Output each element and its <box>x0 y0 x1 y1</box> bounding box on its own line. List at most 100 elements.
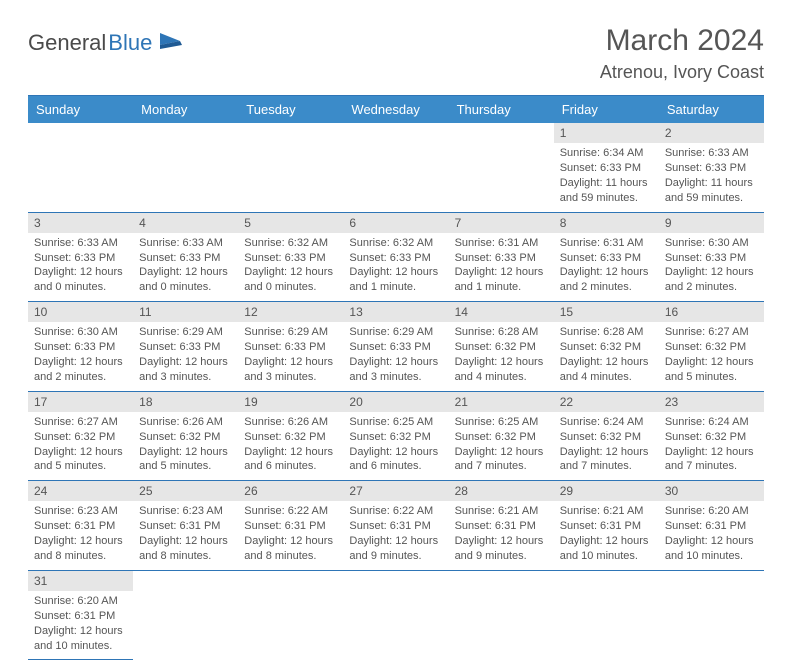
daylight-line: Daylight: 12 hours and 7 minutes. <box>560 445 653 475</box>
day-number: 16 <box>659 302 764 322</box>
sunset-line: Sunset: 6:32 PM <box>349 430 442 445</box>
sunset-line: Sunset: 6:32 PM <box>560 430 653 445</box>
sunset-line: Sunset: 6:31 PM <box>665 519 758 534</box>
day-number: 10 <box>28 302 133 322</box>
day-number: 30 <box>659 481 764 501</box>
day-number: 28 <box>449 481 554 501</box>
daylight-line: Daylight: 12 hours and 6 minutes. <box>244 445 337 475</box>
page-header: General Blue March 2024 Atrenou, Ivory C… <box>28 24 764 83</box>
empty-cell <box>28 123 133 213</box>
calendar-cell: 13Sunrise: 6:29 AMSunset: 6:33 PMDayligh… <box>343 302 448 392</box>
daylight-line: Daylight: 12 hours and 0 minutes. <box>139 265 232 295</box>
daylight-line: Daylight: 12 hours and 1 minute. <box>455 265 548 295</box>
calendar-cell: 31Sunrise: 6:20 AMSunset: 6:31 PMDayligh… <box>28 571 133 660</box>
calendar-cell: 15Sunrise: 6:28 AMSunset: 6:32 PMDayligh… <box>554 302 659 392</box>
logo-flag-icon <box>158 31 184 56</box>
daylight-line: Daylight: 12 hours and 5 minutes. <box>665 355 758 385</box>
logo-text-general: General <box>28 30 106 56</box>
sunset-line: Sunset: 6:32 PM <box>560 340 653 355</box>
day-number: 2 <box>659 123 764 143</box>
daylight-line: Daylight: 12 hours and 8 minutes. <box>244 534 337 564</box>
sunset-line: Sunset: 6:31 PM <box>34 519 127 534</box>
sunrise-line: Sunrise: 6:26 AM <box>244 415 337 430</box>
sunrise-line: Sunrise: 6:33 AM <box>665 146 758 161</box>
sunrise-line: Sunrise: 6:30 AM <box>34 325 127 340</box>
daylight-line: Daylight: 12 hours and 2 minutes. <box>665 265 758 295</box>
day-number: 26 <box>238 481 343 501</box>
daylight-line: Daylight: 12 hours and 4 minutes. <box>455 355 548 385</box>
sunrise-line: Sunrise: 6:29 AM <box>244 325 337 340</box>
day-number: 12 <box>238 302 343 322</box>
day-number: 4 <box>133 213 238 233</box>
empty-cell <box>449 123 554 213</box>
day-number: 24 <box>28 481 133 501</box>
sunset-line: Sunset: 6:33 PM <box>139 251 232 266</box>
calendar-cell: 22Sunrise: 6:24 AMSunset: 6:32 PMDayligh… <box>554 392 659 482</box>
day-number: 21 <box>449 392 554 412</box>
daylight-line: Daylight: 11 hours and 59 minutes. <box>560 176 653 206</box>
daylight-line: Daylight: 12 hours and 2 minutes. <box>560 265 653 295</box>
calendar-cell: 14Sunrise: 6:28 AMSunset: 6:32 PMDayligh… <box>449 302 554 392</box>
day-header: Monday <box>133 96 238 123</box>
calendar-cell: 5Sunrise: 6:32 AMSunset: 6:33 PMDaylight… <box>238 213 343 303</box>
daylight-line: Daylight: 12 hours and 10 minutes. <box>560 534 653 564</box>
calendar-cell: 11Sunrise: 6:29 AMSunset: 6:33 PMDayligh… <box>133 302 238 392</box>
daylight-line: Daylight: 12 hours and 3 minutes. <box>139 355 232 385</box>
sunset-line: Sunset: 6:32 PM <box>139 430 232 445</box>
day-header: Friday <box>554 96 659 123</box>
sunrise-line: Sunrise: 6:27 AM <box>34 415 127 430</box>
sunrise-line: Sunrise: 6:31 AM <box>455 236 548 251</box>
day-header: Wednesday <box>343 96 448 123</box>
calendar-cell: 16Sunrise: 6:27 AMSunset: 6:32 PMDayligh… <box>659 302 764 392</box>
calendar-cell: 9Sunrise: 6:30 AMSunset: 6:33 PMDaylight… <box>659 213 764 303</box>
sunrise-line: Sunrise: 6:23 AM <box>139 504 232 519</box>
calendar-cell: 21Sunrise: 6:25 AMSunset: 6:32 PMDayligh… <box>449 392 554 482</box>
logo: General Blue <box>28 30 184 56</box>
calendar-cell: 24Sunrise: 6:23 AMSunset: 6:31 PMDayligh… <box>28 481 133 571</box>
day-number: 14 <box>449 302 554 322</box>
sunset-line: Sunset: 6:31 PM <box>349 519 442 534</box>
sunrise-line: Sunrise: 6:23 AM <box>34 504 127 519</box>
calendar-cell: 17Sunrise: 6:27 AMSunset: 6:32 PMDayligh… <box>28 392 133 482</box>
calendar-cell: 10Sunrise: 6:30 AMSunset: 6:33 PMDayligh… <box>28 302 133 392</box>
sunrise-line: Sunrise: 6:34 AM <box>560 146 653 161</box>
location-label: Atrenou, Ivory Coast <box>600 62 764 83</box>
sunset-line: Sunset: 6:31 PM <box>455 519 548 534</box>
calendar-cell: 30Sunrise: 6:20 AMSunset: 6:31 PMDayligh… <box>659 481 764 571</box>
day-number: 15 <box>554 302 659 322</box>
calendar-cell: 7 Sunrise: 6:31 AMSunset: 6:33 PMDaylight… <box>449 213 554 303</box>
daylight-line: Daylight: 12 hours and 5 minutes. <box>139 445 232 475</box>
daylight-line: Daylight: 12 hours and 10 minutes. <box>34 624 127 654</box>
sunset-line: Sunset: 6:33 PM <box>665 161 758 176</box>
sunset-line: Sunset: 6:33 PM <box>34 340 127 355</box>
calendar-cell: 27Sunrise: 6:22 AMSunset: 6:31 PMDayligh… <box>343 481 448 571</box>
sunrise-line: Sunrise: 6:33 AM <box>139 236 232 251</box>
calendar-cell: 3Sunrise: 6:33 AMSunset: 6:33 PMDaylight… <box>28 213 133 303</box>
sunrise-line: Sunrise: 6:33 AM <box>34 236 127 251</box>
sunrise-line: Sunrise: 6:29 AM <box>349 325 442 340</box>
sunrise-line: Sunrise: 6:21 AM <box>560 504 653 519</box>
daylight-line: Daylight: 12 hours and 10 minutes. <box>665 534 758 564</box>
sunset-line: Sunset: 6:33 PM <box>244 340 337 355</box>
day-number: 19 <box>238 392 343 412</box>
sunrise-line: Sunrise: 6:21 AM <box>455 504 548 519</box>
sunrise-line: Sunrise: 6:31 AM <box>560 236 653 251</box>
daylight-line: Daylight: 12 hours and 5 minutes. <box>34 445 127 475</box>
calendar-cell: 29Sunrise: 6:21 AMSunset: 6:31 PMDayligh… <box>554 481 659 571</box>
sunrise-line: Sunrise: 6:20 AM <box>34 594 127 609</box>
calendar-cell: 1Sunrise: 6:34 AMSunset: 6:33 PMDaylight… <box>554 123 659 213</box>
sunset-line: Sunset: 6:31 PM <box>139 519 232 534</box>
calendar-cell: 26Sunrise: 6:22 AMSunset: 6:31 PMDayligh… <box>238 481 343 571</box>
sunrise-line: Sunrise: 6:25 AM <box>349 415 442 430</box>
calendar-cell: 25Sunrise: 6:23 AMSunset: 6:31 PMDayligh… <box>133 481 238 571</box>
day-number: 13 <box>343 302 448 322</box>
sunset-line: Sunset: 6:33 PM <box>665 251 758 266</box>
sunrise-line: Sunrise: 6:29 AM <box>139 325 232 340</box>
daylight-line: Daylight: 12 hours and 0 minutes. <box>244 265 337 295</box>
sunset-line: Sunset: 6:33 PM <box>455 251 548 266</box>
day-number: 7 <box>449 213 554 233</box>
header-right: March 2024 Atrenou, Ivory Coast <box>600 24 764 83</box>
daylight-line: Daylight: 12 hours and 8 minutes. <box>139 534 232 564</box>
calendar-cell: 2Sunrise: 6:33 AMSunset: 6:33 PMDaylight… <box>659 123 764 213</box>
sunrise-line: Sunrise: 6:28 AM <box>560 325 653 340</box>
